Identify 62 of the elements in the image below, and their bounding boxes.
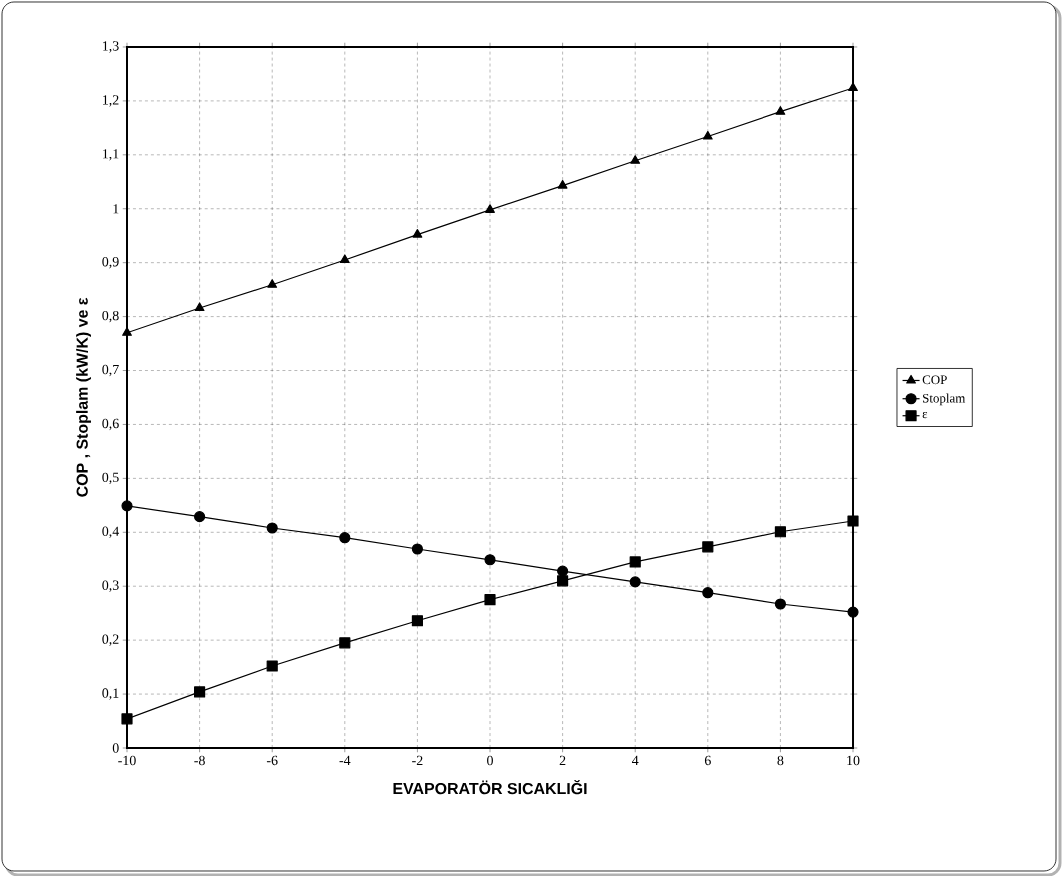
point [847,606,859,618]
point [630,154,641,164]
y-tick-label: 1 [113,203,119,214]
point [557,179,568,189]
point [629,556,641,568]
point [194,686,206,698]
point [557,565,569,577]
point [702,130,713,140]
y-tick-label: 0,8 [102,310,119,323]
y-tick-label: 0,5 [102,472,119,484]
x-tick-label: 2 [559,755,566,765]
point [847,515,859,527]
x-tick-label: -2 [412,755,423,765]
x-tick-label: 10 [847,755,860,765]
legend-label: Stoplam [923,393,966,405]
point [484,593,496,606]
point [267,278,278,288]
point [557,575,569,587]
y-tick-label: 0 [112,743,119,753]
point [702,586,714,599]
x-tick-label: 4 [631,755,639,765]
x-tick-label: -6 [266,755,278,765]
point [774,525,786,538]
point [412,228,423,238]
y-tick-label: 0,2 [102,634,119,646]
point [194,302,205,311]
point [484,553,496,566]
y-tick-label: 0,1 [102,688,119,700]
y-tick-label: 1,2 [103,94,119,107]
point [848,82,858,91]
x-tick-label: 0 [487,755,493,765]
point [702,541,714,553]
y-tick-label: 0,7 [102,364,119,376]
legend-label: ε [922,411,928,418]
y-tick-label: 1,1 [103,148,119,161]
point [121,713,133,725]
x-tick-label: -10 [118,755,136,765]
point [266,522,278,534]
y-axis-title: COP , Stoplam (kW/K) ve ε [76,297,91,497]
x-tick-label: -4 [339,755,351,765]
x-tick-label: -8 [194,755,205,765]
point [629,576,641,588]
point [194,510,206,522]
point [339,531,351,544]
point [121,500,133,512]
point [339,637,351,649]
point [411,543,423,555]
y-tick-label: 0,9 [102,256,119,269]
x-axis-title: EVAPORATÖR SICAKLIĞI [393,779,587,794]
point [411,614,423,627]
point [339,254,350,263]
point [485,204,495,213]
x-tick-label: 8 [777,755,784,765]
point [774,598,786,610]
y-tick-label: 0,4 [102,526,120,538]
legend-label: COP [922,375,947,384]
y-tick-label: 1,3 [103,41,119,53]
point [775,105,786,115]
y-tick-label: 0,6 [102,418,119,430]
point [266,660,278,672]
y-tick-label: 0,3 [102,580,119,592]
x-tick-label: 6 [704,755,711,765]
